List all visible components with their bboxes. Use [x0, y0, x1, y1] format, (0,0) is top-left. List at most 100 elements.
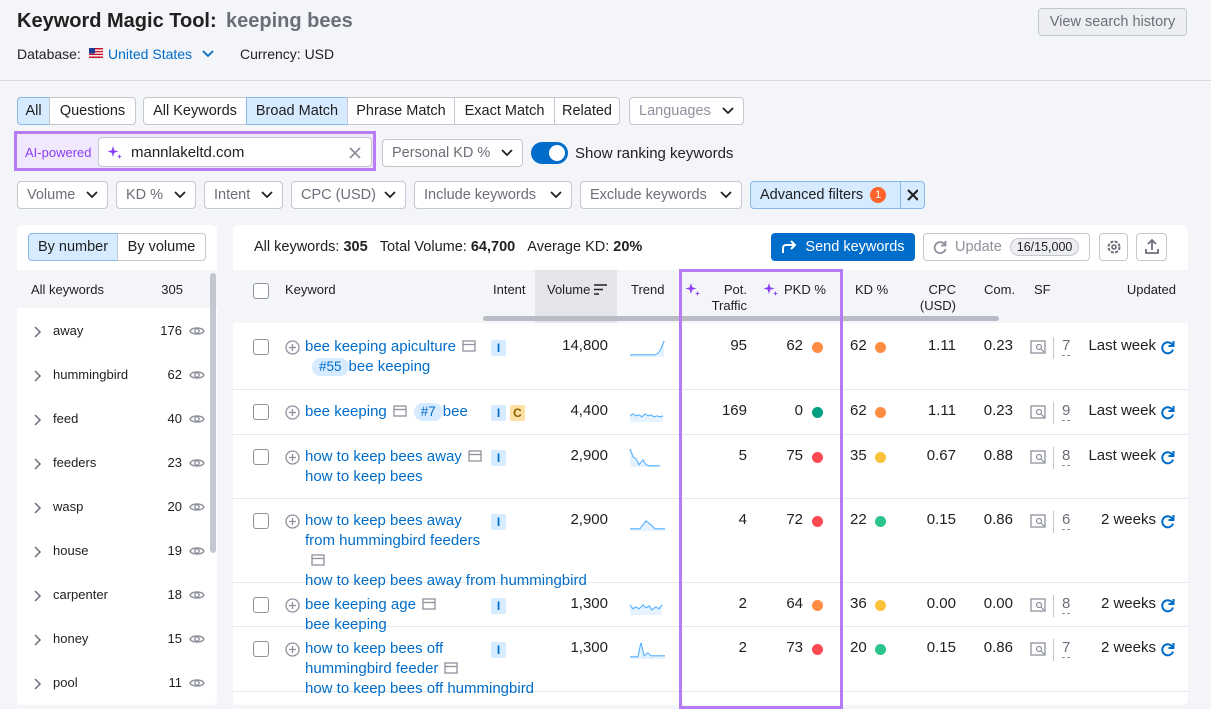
cpc: 1.11: [910, 337, 956, 354]
filter-dropdown[interactable]: Include keywords: [414, 181, 572, 209]
row-checkbox[interactable]: [253, 339, 269, 355]
personal-kd-label: Personal KD %: [392, 145, 490, 161]
row-checkbox[interactable]: [253, 641, 269, 657]
export-button[interactable]: [1136, 233, 1167, 261]
column-header[interactable]: SF: [1034, 282, 1051, 298]
tab-label: Questions: [60, 103, 125, 119]
send-label: Send keywords: [805, 239, 904, 255]
serp-icon: [468, 450, 482, 462]
volume: 14,800: [540, 337, 608, 354]
tab[interactable]: Questions: [49, 97, 136, 125]
row-checkbox[interactable]: [253, 404, 269, 420]
filter-dropdown[interactable]: Exclude keywords: [580, 181, 742, 209]
summary: All keywords: 305 Total Volume: 64,700 A…: [254, 239, 642, 255]
group-name[interactable]: honey: [53, 631, 88, 646]
keyword-link[interactable]: bee keeping#7: [305, 403, 443, 420]
column-header[interactable]: Trend: [631, 282, 664, 298]
advanced-filters[interactable]: Advanced filters1: [750, 181, 901, 209]
row-checkbox[interactable]: [253, 449, 269, 465]
history-button[interactable]: View search history: [1038, 8, 1187, 36]
updated: 2 weeks: [1070, 639, 1156, 656]
column-header[interactable]: CPC (USD): [916, 282, 956, 314]
cpc: 1.11: [910, 402, 956, 419]
group-count: 20: [140, 499, 182, 514]
volume: 2,900: [540, 447, 608, 464]
group-name[interactable]: carpenter: [53, 587, 108, 602]
chevron: [261, 191, 273, 199]
intent-badge: I: [491, 598, 506, 614]
settings-button[interactable]: [1099, 233, 1128, 261]
view-toggle[interactable]: By volume: [117, 233, 206, 261]
update-button[interactable]: Update16/15,000: [923, 233, 1090, 261]
database-select[interactable]: United States: [108, 46, 192, 62]
keyword-tail: how to keep bees away from hummingbird: [305, 572, 587, 589]
select-all-checkbox[interactable]: [253, 283, 269, 299]
eye-icon: [189, 413, 205, 425]
clear-icon[interactable]: [349, 147, 361, 159]
group-name[interactable]: feed: [53, 411, 78, 426]
intent-badge: C: [510, 405, 525, 421]
languages-dropdown[interactable]: Languages: [629, 97, 744, 125]
kd-dot: [875, 342, 886, 353]
tab[interactable]: Broad Match: [246, 97, 348, 125]
tab[interactable]: All: [17, 97, 50, 125]
group-count: 62: [140, 367, 182, 382]
group-count: 15: [140, 631, 182, 646]
keyword-link[interactable]: how to keep bees off hummingbird feeder: [305, 640, 458, 677]
tab[interactable]: Exact Match: [454, 97, 555, 125]
group-name[interactable]: wasp: [53, 499, 83, 514]
kd-dot: [875, 516, 886, 527]
filter-dropdown[interactable]: Intent: [204, 181, 283, 209]
column-header[interactable]: Updated: [1100, 282, 1176, 298]
group-name[interactable]: hummingbird: [53, 367, 128, 382]
serp-icon: [462, 340, 476, 352]
group-name[interactable]: feeders: [53, 455, 96, 470]
kd: 35: [850, 447, 867, 464]
keyword-link[interactable]: bee keeping age: [305, 596, 436, 613]
tab[interactable]: Related: [554, 97, 620, 125]
view-toggle[interactable]: By number: [28, 233, 118, 261]
tab[interactable]: All Keywords: [143, 97, 247, 125]
competition: 0.23: [970, 402, 1013, 419]
keyword-last: feeders: [430, 532, 480, 549]
group-name[interactable]: pool: [53, 675, 78, 690]
eye-icon: [189, 545, 205, 557]
updated: 2 weeks: [1070, 511, 1156, 528]
updated: 2 weeks: [1070, 595, 1156, 612]
group-name[interactable]: away: [53, 323, 83, 338]
column-header[interactable]: KD %: [855, 282, 888, 298]
column-header[interactable]: Com.: [984, 282, 1015, 298]
refresh-icon: [1160, 598, 1175, 613]
summary-label: All keywords:: [254, 239, 339, 255]
column-header[interactable]: Volume: [547, 282, 590, 298]
history-label: View search history: [1050, 14, 1175, 30]
page-title: Keyword Magic Tool:: [17, 10, 217, 33]
serp-icon: [422, 598, 436, 610]
row-checkbox[interactable]: [253, 597, 269, 613]
filter-dropdown[interactable]: KD %: [116, 181, 196, 209]
tab[interactable]: Phrase Match: [347, 97, 455, 125]
clear-filters[interactable]: [900, 181, 925, 209]
group-count: 19: [140, 543, 182, 558]
filter-dropdown[interactable]: Volume: [17, 181, 108, 209]
group-name[interactable]: house: [53, 543, 88, 558]
group-count: 23: [140, 455, 182, 470]
tab-label: All: [25, 103, 41, 119]
clear-icon: [907, 189, 918, 201]
tab-label: Broad Match: [256, 103, 338, 119]
keyword-link[interactable]: how to keep bees away: [305, 448, 482, 465]
group-count: 18: [140, 587, 182, 602]
column-header[interactable]: Intent: [493, 282, 526, 298]
rank-badge: #7: [414, 403, 443, 421]
personal-kd-dropdown[interactable]: Personal KD %: [382, 139, 523, 167]
toggle[interactable]: [531, 142, 568, 164]
column-header[interactable]: Keyword: [285, 282, 336, 298]
send-button[interactable]: Send keywords: [771, 233, 915, 261]
keyword-link[interactable]: how to keep bees away from hummingbird f…: [305, 512, 480, 569]
filter-dropdown[interactable]: CPC (USD): [291, 181, 406, 209]
chevron: [34, 590, 42, 602]
kd: 22: [850, 511, 867, 528]
sparkle-icon: [107, 145, 123, 161]
toggle-label: Show ranking keywords: [575, 145, 733, 162]
row-checkbox[interactable]: [253, 513, 269, 529]
